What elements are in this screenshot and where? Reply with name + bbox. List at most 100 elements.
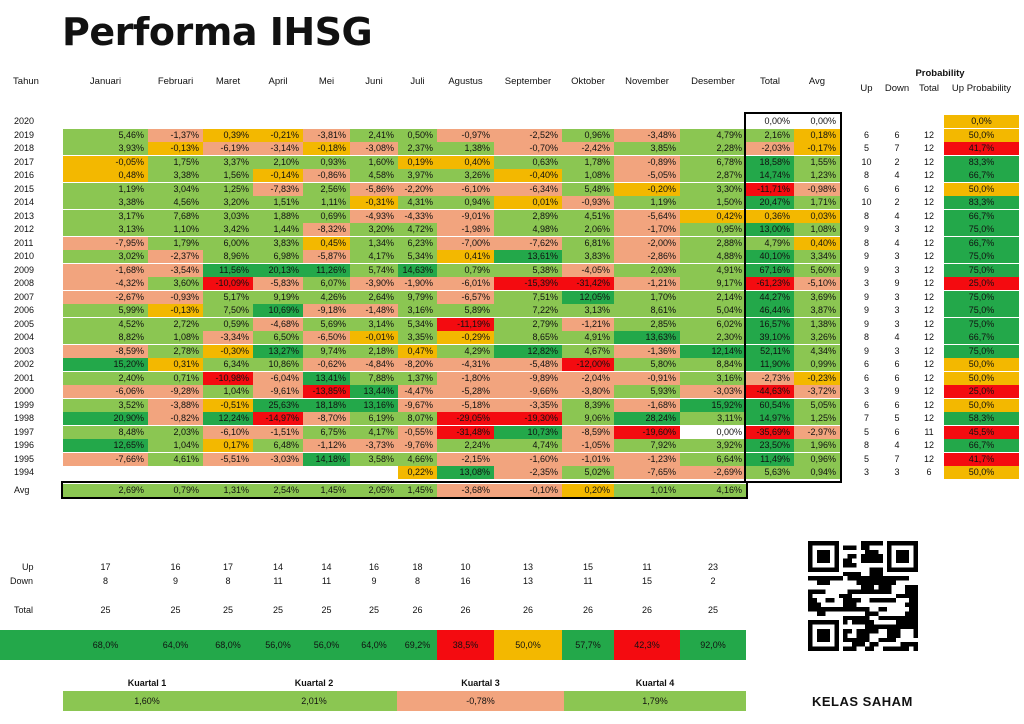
summary-down: 11 [583, 576, 593, 586]
year-total: 12 [923, 156, 934, 167]
brand-label: KELAS SAHAM [812, 694, 913, 709]
up-count: 9 [863, 345, 869, 356]
month-cell: -5,51% [203, 452, 253, 466]
month-cell: 3,83% [562, 250, 614, 263]
total-cell: 46,44% [746, 304, 794, 317]
avg-month-cell: 1,31% [203, 483, 253, 497]
month-cell: 0,00% [680, 425, 746, 439]
month-cell: -2,00% [614, 236, 680, 250]
month-cell: 3,20% [203, 196, 253, 209]
row-year: 2011 [14, 237, 34, 248]
avg-cell: 3,34% [794, 250, 840, 263]
month-cell: -2,37% [148, 250, 203, 263]
month-cell: 3,26% [437, 169, 494, 182]
month-cell: -2,42% [562, 142, 614, 155]
summary-total: 25 [321, 605, 332, 615]
summary-up: 18 [412, 562, 423, 572]
month-cell: 2,24% [437, 439, 494, 452]
month-cell: 7,22% [494, 304, 562, 317]
summary-total: 25 [100, 605, 111, 615]
summary-up: 16 [368, 562, 379, 572]
month-cell: 3,83% [253, 236, 303, 250]
month-cell: 14,18% [303, 452, 350, 466]
month-cell: -3,80% [562, 385, 614, 398]
month-cell: 13,16% [350, 398, 398, 412]
month-cell: -1,60% [494, 452, 562, 466]
up-probability: 50,0% [944, 358, 1019, 371]
up-probability: 66,7% [944, 331, 1019, 344]
avg-month-cell: 1,01% [614, 483, 680, 497]
qr-code-icon[interactable] [808, 541, 918, 651]
month-cell: 0,19% [398, 155, 437, 169]
summary-down: 11 [321, 576, 332, 586]
month-cell: 1,37% [398, 371, 437, 385]
month-cell: 3,30% [680, 182, 746, 196]
month-cell: -9,89% [494, 371, 562, 385]
month-cell: -2,52% [494, 128, 562, 142]
row-year: 2009 [14, 264, 35, 275]
up-count: 6 [863, 359, 869, 369]
year-total: 12 [923, 386, 934, 396]
month-cell: 0,01% [494, 196, 562, 209]
month-cell: 7,92% [614, 439, 680, 452]
summary-total-label: Total [14, 605, 34, 615]
row-year: 2014 [14, 197, 35, 207]
up-count: 8 [863, 210, 869, 221]
month-cell: -6,34% [494, 182, 562, 196]
summary-down: 11 [273, 576, 283, 586]
avg-cell: 4,34% [794, 344, 840, 358]
month-cell: 2,89% [494, 209, 562, 223]
month-cell: 0,47% [398, 344, 437, 358]
header-month: Februari [157, 76, 194, 87]
avg-cell: 0,18% [794, 128, 840, 142]
total-cell: 60,54% [746, 398, 794, 412]
month-cell: 2,64% [350, 290, 398, 304]
month-cell: 3,02% [63, 250, 148, 263]
up-probability: 45,5% [944, 425, 1019, 439]
month-cell: -8,59% [562, 425, 614, 439]
month-cell: 18,18% [303, 398, 350, 412]
down-count: 9 [894, 386, 900, 396]
month-cell: -2,67% [63, 290, 148, 304]
row-year: 2006 [14, 305, 35, 315]
year-total: 12 [923, 399, 934, 410]
month-cell: -12,00% [562, 358, 614, 371]
down-count: 6 [894, 399, 900, 410]
month-cell: 2,18% [350, 344, 398, 358]
month-cell: 3,17% [63, 209, 148, 223]
avg-cell: 1,25% [794, 412, 840, 425]
down-count: 4 [894, 440, 900, 450]
year-total: 12 [923, 413, 934, 423]
summary-up: 11 [642, 562, 652, 572]
month-cell: -0,51% [203, 398, 253, 412]
month-cell: 13,27% [253, 344, 303, 358]
summary-prob: 64,0% [148, 630, 203, 660]
month-cell: -6,01% [437, 277, 494, 290]
up-probability: 0,0% [944, 115, 1019, 128]
month-cell: -0,93% [148, 290, 203, 304]
month-cell: 4,61% [148, 452, 203, 466]
year-total: 12 [923, 318, 934, 329]
month-cell: -3,88% [148, 398, 203, 412]
month-cell: -7,00% [437, 236, 494, 250]
up-count: 8 [863, 170, 869, 180]
month-cell: -5,83% [253, 277, 303, 290]
row-year: 2001 [14, 372, 35, 383]
month-cell: 13,41% [303, 371, 350, 385]
avg-month-cell: 0,20% [562, 483, 614, 497]
up-count: 9 [863, 291, 869, 302]
summary-total: 26 [582, 605, 593, 615]
month-cell: -3,54% [148, 263, 203, 277]
month-cell: -0,97% [437, 128, 494, 142]
year-total: 12 [923, 359, 934, 369]
avg-cell: -2,97% [794, 425, 840, 439]
avg-cell: 0,40% [794, 236, 840, 250]
down-count: 6 [894, 372, 900, 383]
year-total: 12 [923, 210, 934, 221]
month-cell: 9,74% [303, 344, 350, 358]
row-year: 2013 [14, 210, 35, 221]
summary-prob: 69,2% [398, 630, 437, 660]
month-cell: 2,85% [614, 317, 680, 331]
quarter-value: 1,79% [564, 691, 746, 711]
